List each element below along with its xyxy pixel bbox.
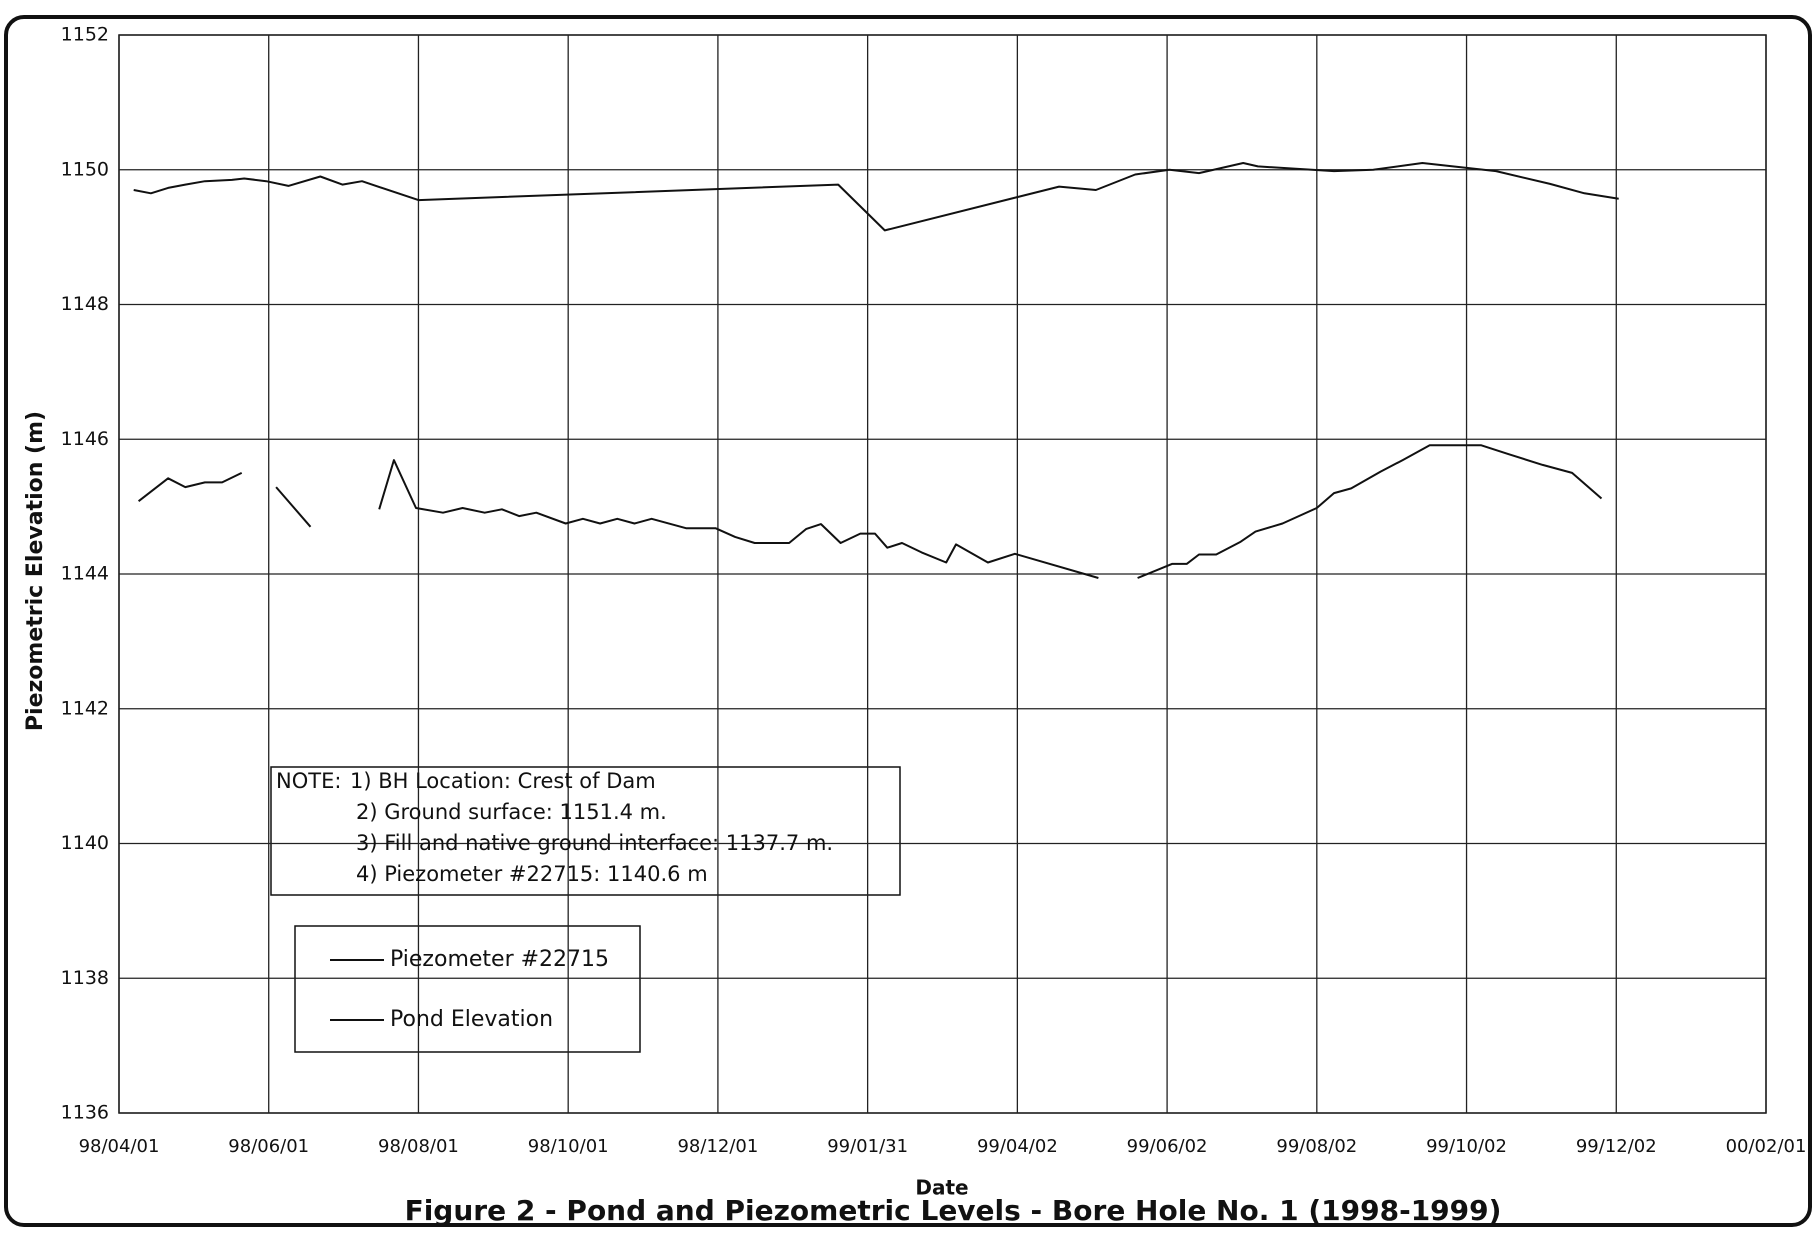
note-label: NOTE: bbox=[276, 769, 341, 793]
y-axis-label: Piezometric Elevation (m) bbox=[23, 411, 48, 731]
y-tick-label: 1138 bbox=[61, 967, 109, 989]
note-box bbox=[270, 766, 901, 896]
note-text: 2) Ground surface: 1151.4 m. bbox=[356, 800, 667, 824]
y-tick-label: 1152 bbox=[61, 24, 109, 46]
x-tick-label: 99/10/02 bbox=[1426, 1136, 1507, 1157]
note-text: 1) BH Location: Crest of Dam bbox=[350, 769, 656, 793]
series-line bbox=[137, 444, 1603, 579]
x-tick-label: 98/06/01 bbox=[228, 1136, 309, 1157]
legend-label: Pond Elevation bbox=[390, 1007, 553, 1032]
y-tick-label: 1144 bbox=[61, 563, 109, 585]
y-tick-label: 1140 bbox=[61, 832, 109, 854]
series-line bbox=[133, 162, 1619, 232]
x-tick-label: 98/10/01 bbox=[528, 1136, 609, 1157]
legend-box bbox=[294, 925, 641, 1053]
y-tick-label: 1150 bbox=[61, 158, 109, 180]
note-text: 4) Piezometer #22715: 1140.6 m bbox=[356, 862, 708, 886]
x-tick-label: 98/12/01 bbox=[677, 1136, 758, 1157]
note-text: 3) Fill and native ground interface: 113… bbox=[356, 831, 833, 855]
x-axis-label: Date bbox=[915, 1176, 968, 1200]
x-tick-label: 98/08/01 bbox=[378, 1136, 459, 1157]
y-tick-label: 1142 bbox=[61, 697, 109, 719]
x-tick-label: 98/04/01 bbox=[79, 1136, 160, 1157]
y-tick-label: 1146 bbox=[61, 428, 109, 450]
x-tick-label: 99/06/02 bbox=[1127, 1136, 1208, 1157]
x-tick-label: 99/12/02 bbox=[1576, 1136, 1657, 1157]
y-tick-label: 1148 bbox=[61, 293, 109, 315]
y-tick-label: 1136 bbox=[61, 1102, 109, 1124]
x-tick-label: 00/02/01 bbox=[1726, 1136, 1807, 1157]
x-tick-label: 99/08/02 bbox=[1276, 1136, 1357, 1157]
frame bbox=[4, 15, 1812, 1227]
legend-label: Piezometer #22715 bbox=[390, 947, 609, 972]
x-tick-label: 99/01/31 bbox=[827, 1136, 908, 1157]
x-tick-label: 99/04/02 bbox=[977, 1136, 1058, 1157]
chart-title: Figure 2 - Pond and Piezometric Levels -… bbox=[405, 1194, 1502, 1227]
